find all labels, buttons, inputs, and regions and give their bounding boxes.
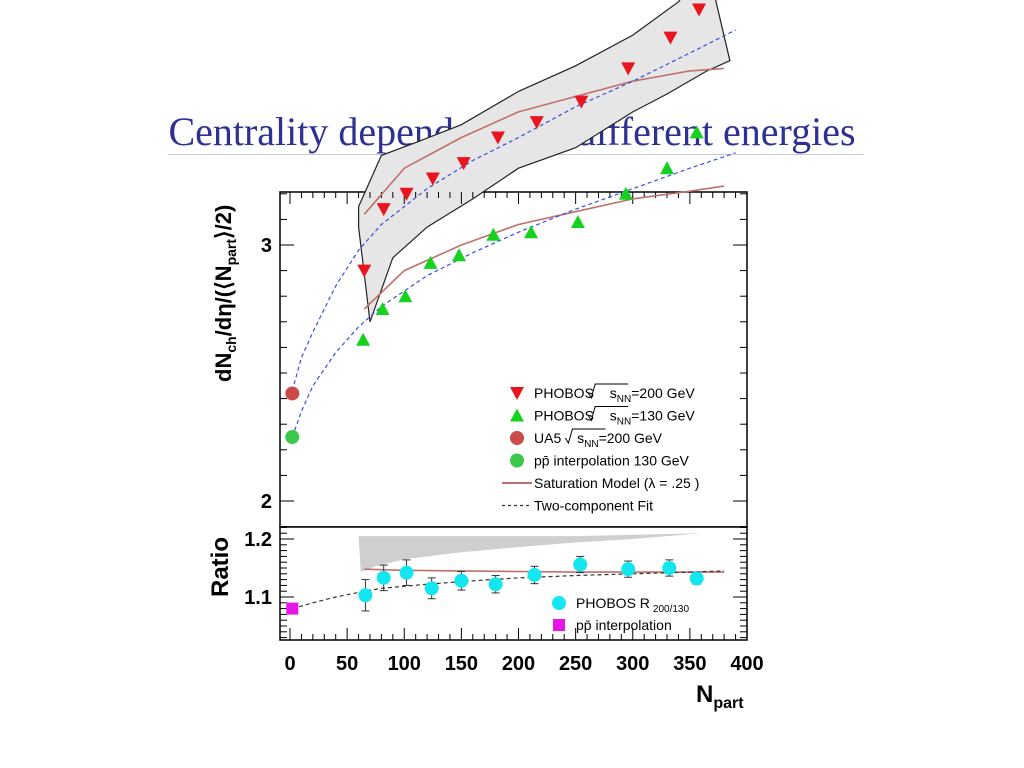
bottom-legend: PHOBOS R 200/130 pp̄ interpolation [552, 595, 689, 633]
data-point [357, 264, 372, 278]
axis-titles: dNch/dη/(⟨Npart⟩/2) Ratio Npart [207, 205, 744, 712]
legend-marker [552, 596, 566, 610]
ratio-data-point [527, 567, 542, 582]
x-title-sub: part [713, 695, 744, 712]
data-point [663, 31, 678, 45]
x-tick-label: 50 [336, 653, 358, 675]
ratio-data-point [376, 570, 391, 585]
legend-marker [510, 453, 524, 468]
x-tick-label: 400 [730, 653, 763, 675]
top-panel: 2 3 4 PHOBOS sNN=200 GeV PHOBOS sNN=130 GeVU… [261, 0, 748, 528]
ratio-data-point [358, 588, 373, 603]
legend-entry: Saturation Model (λ = .25 ) [534, 475, 699, 491]
y-title-tail: ⟩/2) [211, 205, 236, 239]
legend-marker [553, 619, 565, 631]
data-point [285, 430, 300, 444]
data-point [425, 172, 440, 186]
ratio-data-point [424, 581, 439, 596]
y-axis-title-top: dNch/dη/(⟨Npart⟩/2) [211, 205, 239, 382]
y-axis-title-bottom: Ratio [207, 537, 234, 597]
y-tick-label-bottom: 1.1 [244, 587, 272, 609]
data-point [692, 3, 707, 17]
x-tick-label: 250 [559, 653, 592, 675]
legend-entry: pp̄ interpolation [576, 617, 672, 633]
x-tick-label: 0 [284, 653, 295, 675]
x-tick-label: 100 [388, 653, 421, 675]
bottom-panel: 1.1 1.2 0 50 100 150 200 250 300 350 400 PHOBOS R 20… [244, 526, 764, 675]
legend-entry: PHOBOS sNN=200 GeV [534, 385, 695, 405]
data-point [570, 214, 585, 228]
data-point [660, 161, 675, 175]
legend-entry: PHOBOS sNN=130 GeV [534, 408, 695, 428]
saturation-model-curve [363, 67, 725, 215]
x-tick-label: 150 [445, 653, 478, 675]
data-point [456, 157, 471, 171]
y-tick-label-top: 4 [261, 0, 273, 1]
y-title-sub2: part [223, 239, 239, 266]
data-point [490, 131, 505, 145]
y-title-mid: /dη/(⟨N [211, 265, 236, 336]
legend-marker [510, 408, 524, 422]
sqrt-symbol [564, 428, 606, 445]
x-axis-title: Npart [696, 681, 744, 712]
x-tick-label: 200 [502, 653, 535, 675]
legend-entry: pp̄ interpolation 130 GeV [534, 453, 690, 469]
x-title-base: N [696, 681, 713, 708]
ratio-data-point [399, 565, 414, 580]
saturation-model-ratio-curve [364, 568, 725, 573]
data-point [285, 386, 300, 401]
legend-entry: PHOBOS R 200/130 [576, 595, 689, 615]
data-point [423, 255, 438, 269]
data-point [574, 95, 589, 109]
ratio-data-point [689, 571, 704, 586]
data-point [376, 203, 391, 217]
data-point [398, 289, 413, 303]
data-point [618, 186, 633, 200]
data-point [486, 227, 501, 241]
sqrt-symbol [587, 383, 629, 400]
ratio-data-point [454, 573, 469, 588]
y-title-base: dN [211, 353, 236, 382]
legend-marker [510, 431, 524, 445]
top-legend: PHOBOS sNN=200 GeV PHOBOS sNN=130 GeVUA5 … [502, 383, 699, 514]
data-point [621, 62, 636, 76]
ratio-data-point [286, 602, 299, 615]
data-point [356, 332, 371, 346]
ratio-data-point [573, 557, 588, 572]
ratio-data-point [621, 562, 636, 577]
x-tick-label: 300 [616, 653, 649, 675]
legend-entry: Two-component Fit [534, 498, 653, 514]
y-title-sub1: ch [223, 336, 239, 352]
data-point [529, 116, 544, 130]
data-point [524, 225, 539, 239]
data-point [375, 302, 390, 315]
data-point [452, 248, 467, 262]
two-component-fit-curve [291, 29, 736, 392]
systematic-band-ratio [358, 533, 702, 573]
ratio-data-point [662, 561, 677, 575]
top-plot-frame [279, 191, 748, 528]
y-tick-label-top: 2 [261, 491, 272, 513]
sqrt-symbol [587, 406, 629, 422]
data-point [399, 187, 414, 201]
y-tick-label-bottom: 1.2 [244, 529, 272, 551]
ratio-data-point [488, 577, 503, 592]
legend-entry: UA5 sNN=200 GeV [534, 430, 663, 450]
legend-marker [510, 387, 524, 400]
saturation-model-curve [363, 185, 725, 310]
two-component-fit-ratio-curve [292, 570, 725, 610]
data-point [689, 125, 704, 139]
x-tick-label: 350 [673, 653, 706, 675]
y-tick-label-top: 3 [261, 235, 272, 257]
